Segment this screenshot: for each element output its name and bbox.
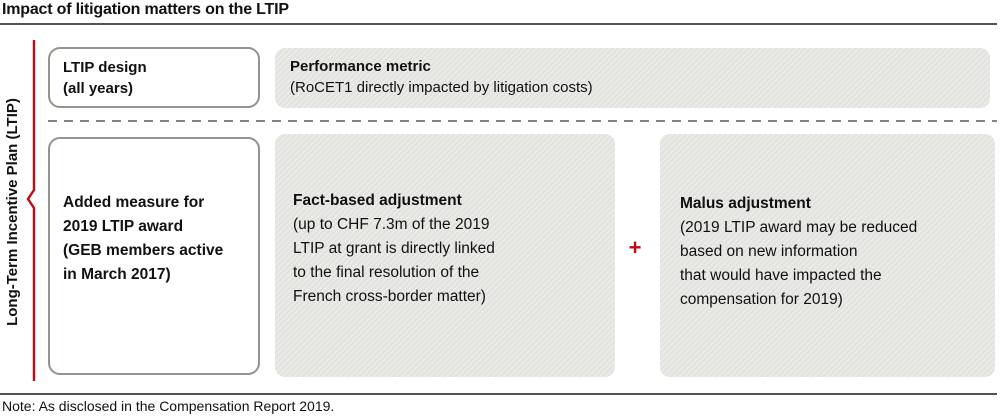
box-added-measure-line: Added measure for (63, 194, 205, 211)
box-malus-adjustment-body-line: compensation for 2019) (680, 291, 843, 308)
axis-group-label-ltip: Long-Term Incentive Plan (LTIP) (4, 98, 21, 326)
box-ltip-design-line: LTIP design (63, 59, 147, 76)
footer-rule (0, 393, 997, 395)
dashed-separator (48, 120, 997, 122)
box-malus-adjustment-body-line: based on new information (680, 243, 858, 260)
box-fact-based-adjustment-body-line: (up to CHF 7.3m of the 2019 (293, 216, 490, 233)
box-malus-adjustment-body-line: that would have impacted the (680, 267, 882, 284)
footnote: Note: As disclosed in the Compensation R… (2, 398, 335, 414)
box-added-measure: Added measure for 2019 LTIP award (GEB m… (48, 137, 260, 375)
box-added-measure-line: (GEB members active (63, 242, 224, 259)
box-performance-metric: Performance metric (RoCET1 directly impa… (275, 48, 990, 108)
box-malus-adjustment-body-line: (2019 LTIP award may be reduced (680, 219, 918, 236)
box-added-measure-line: in March 2017) (63, 266, 171, 283)
box-fact-based-adjustment-body-line: LTIP at grant is directly linked (293, 240, 495, 257)
box-fact-based-adjustment-body-line: French cross-border matter) (293, 288, 486, 305)
box-performance-metric-title: Performance metric (290, 58, 431, 75)
box-malus-adjustment-title: Malus adjustment (680, 195, 811, 212)
box-ltip-design-line: (all years) (63, 80, 134, 97)
figure-title: Impact of litigation matters on the LTIP (2, 1, 289, 18)
title-rule (0, 23, 997, 25)
box-performance-metric-body: (RoCET1 directly impacted by litigation … (290, 79, 593, 96)
box-fact-based-adjustment-title: Fact-based adjustment (293, 192, 462, 209)
red-brace-bracket (26, 40, 36, 381)
box-malus-adjustment: Malus adjustment (2019 LTIP award may be… (660, 134, 995, 377)
box-fact-based-adjustment-body-line: to the final resolution of the (293, 264, 480, 281)
box-ltip-design: LTIP design (all years) (48, 47, 260, 108)
box-added-measure-line: 2019 LTIP award (63, 218, 184, 235)
plus-icon: + (628, 235, 642, 260)
box-fact-based-adjustment: Fact-based adjustment (up to CHF 7.3m of… (275, 134, 615, 377)
